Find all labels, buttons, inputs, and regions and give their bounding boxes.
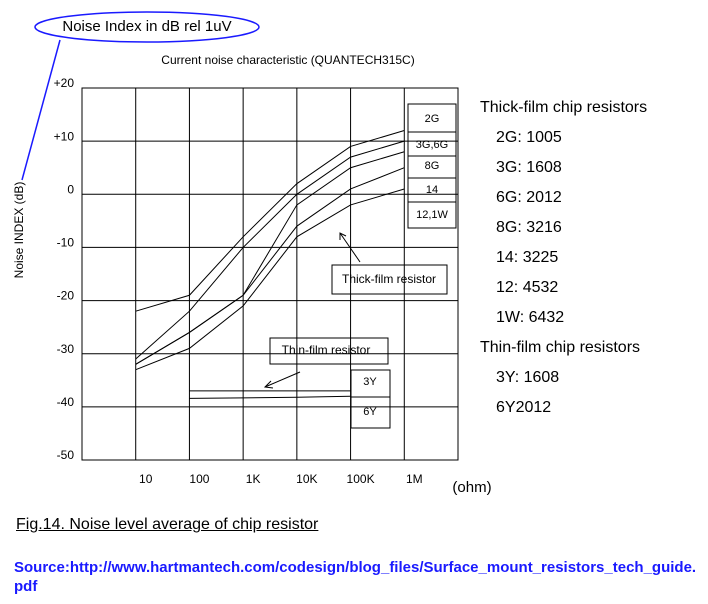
y-axis-label: Noise INDEX (dB) (12, 182, 26, 279)
note: 12: 4532 (496, 279, 558, 296)
y-tick-label: +10 (54, 129, 75, 143)
x-axis-label: (ohm) (452, 479, 491, 496)
x-tick-label: 100K (347, 472, 375, 486)
legend-label: 14 (426, 184, 438, 196)
caption: Fig.14. Noise level average of chip resi… (16, 516, 319, 533)
series-line (189, 395, 351, 399)
oval-text: Noise Index in dB rel 1uV (62, 18, 231, 35)
x-tick-label: 100 (189, 472, 209, 486)
y-tick-label: -50 (57, 448, 75, 462)
series-line (135, 130, 405, 312)
legend-label: 2G (425, 113, 440, 125)
pointer (21, 39, 61, 181)
y-tick-label: -20 (57, 289, 75, 303)
arrow (264, 371, 301, 388)
annotation: Thin-film resistor (282, 343, 371, 357)
x-tick-label: 10 (139, 472, 153, 486)
y-tick-label: 0 (67, 182, 74, 196)
y-tick-label: -40 (57, 395, 75, 409)
y-tick-label: -30 (57, 342, 75, 356)
legend-box (407, 103, 457, 229)
legend-label: 12,1W (416, 209, 448, 221)
x-tick-label: 1M (406, 472, 423, 486)
chart: Noise Index in dB rel 1uV Current noise … (12, 11, 647, 496)
note: 3Y: 1608 (496, 369, 559, 386)
x-tick-label: 10K (296, 472, 317, 486)
series-line (135, 188, 405, 371)
note: 14: 3225 (496, 249, 558, 266)
x-tick-label: 1K (246, 472, 261, 486)
legend-label: 6Y (363, 406, 377, 418)
annotation-box (269, 337, 389, 365)
source-link[interactable]: Source:http://www.hartmantech.com/codesi… (14, 559, 697, 595)
annotation-box (331, 264, 448, 295)
legend-label: 3G,6G (416, 139, 448, 151)
series-line (135, 167, 405, 365)
note: 3G: 1608 (496, 159, 562, 176)
y-tick-label: -10 (57, 236, 75, 250)
note: 1W: 6432 (496, 309, 564, 326)
note: Thick-film chip resistors (480, 99, 647, 116)
note: Thin-film chip resistors (480, 339, 640, 356)
note: 8G: 3216 (496, 219, 562, 236)
legend-label: 3Y (363, 376, 377, 388)
arrowhead (339, 232, 347, 240)
oval (34, 11, 260, 43)
note: 2G: 1005 (496, 129, 562, 146)
note: 6Y2012 (496, 399, 551, 416)
note: 6G: 2012 (496, 189, 562, 206)
arrowhead (263, 380, 274, 389)
legend-label: 8G (425, 160, 440, 172)
y-tick-label: +20 (54, 76, 75, 90)
series-line (135, 140, 405, 360)
annotation: Thick-film resistor (342, 272, 436, 286)
chart-title: Current noise characteristic (QUANTECH31… (161, 53, 414, 67)
